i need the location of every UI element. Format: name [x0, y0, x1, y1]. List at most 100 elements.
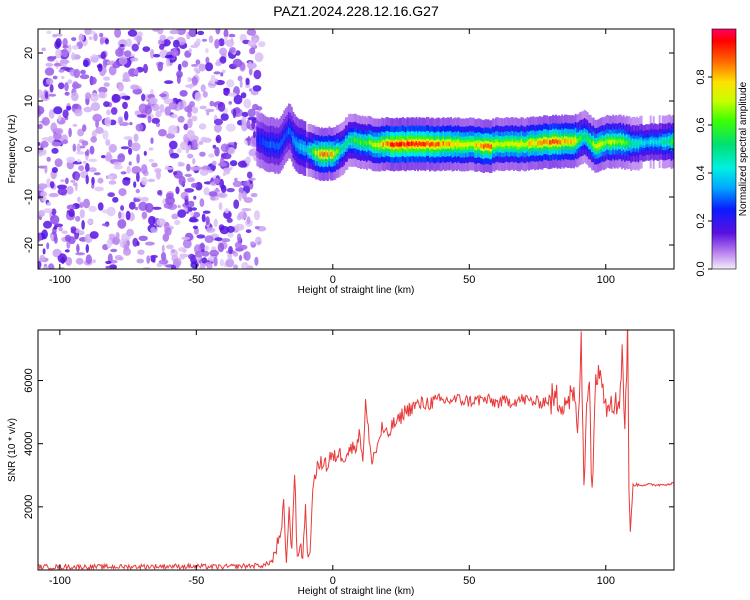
- noise-blob: [83, 59, 89, 68]
- ridge-cell: [262, 138, 265, 145]
- ridge-cell: [406, 141, 409, 146]
- snr-axes: -100 -50 0 50 100 2000 4000 6000: [23, 330, 674, 587]
- noise-blob: [50, 214, 60, 225]
- ridge-cell: [520, 141, 523, 146]
- ridge-cell: [386, 141, 389, 146]
- colorbar-tick-label: 0.8: [695, 69, 707, 84]
- noise-blob: [211, 160, 217, 166]
- noise-blob: [99, 37, 104, 45]
- noise-blob: [38, 105, 45, 115]
- y-tick-label: 2000: [23, 495, 35, 519]
- noise-blob: [148, 147, 154, 151]
- noise-blob: [218, 202, 223, 211]
- noise-blob: [94, 186, 104, 192]
- ridge-cell: [377, 142, 380, 148]
- noise-blob: [98, 86, 108, 94]
- noise-blob: [192, 211, 201, 218]
- noise-blob: [213, 118, 224, 126]
- noise-blob: [246, 216, 251, 225]
- noise-blob: [95, 126, 104, 135]
- noise-blob: [75, 257, 84, 265]
- noise-blob: [71, 52, 76, 61]
- ridge-cell: [504, 142, 506, 147]
- ridge-cell: [403, 142, 406, 147]
- noise-blob: [59, 137, 64, 142]
- x-tick-label: -50: [188, 274, 204, 286]
- ridge-cell: [600, 142, 603, 147]
- noise-blob: [48, 192, 59, 198]
- ridge-cell: [370, 141, 373, 146]
- noise-blob: [68, 127, 72, 138]
- noise-blob: [130, 57, 139, 62]
- noise-blob: [237, 211, 248, 220]
- noise-blob: [184, 199, 189, 206]
- noise-blob: [81, 140, 89, 146]
- noise-blob: [170, 249, 176, 253]
- noise-blob: [187, 200, 195, 208]
- ridge-cell: [487, 143, 490, 148]
- x-tick-label: 50: [463, 575, 475, 587]
- ridge-cell: [432, 141, 434, 147]
- ridge-cell: [595, 144, 598, 149]
- noise-blob: [72, 123, 78, 127]
- noise-blob: [187, 177, 195, 183]
- colorbar-tick-label: 0.4: [695, 165, 707, 180]
- noise-blob: [213, 178, 220, 185]
- noise-blob: [188, 29, 197, 38]
- ridge-cell: [498, 142, 500, 147]
- ridge-cell: [256, 135, 259, 142]
- noise-blob: [54, 236, 58, 244]
- ridge-cell: [337, 149, 340, 154]
- ridge-cell: [313, 149, 316, 154]
- noise-blob: [192, 158, 196, 165]
- ridge-cell: [391, 142, 394, 147]
- noise-blob: [61, 75, 65, 80]
- noise-blob: [199, 264, 206, 269]
- noise-blob: [172, 258, 182, 267]
- ridge-cell: [606, 139, 609, 144]
- ridge-cell: [346, 141, 349, 146]
- noise-blob: [38, 210, 46, 217]
- ridge-cell: [459, 142, 461, 147]
- ridge-cell: [537, 141, 540, 146]
- noise-blob: [99, 32, 104, 38]
- ridge-cell: [429, 142, 431, 148]
- noise-blob: [177, 63, 182, 72]
- noise-blob: [135, 188, 140, 194]
- ridge-cell: [543, 139, 546, 144]
- noise-blob: [38, 142, 41, 146]
- ridge-cell: [480, 143, 482, 148]
- ridge-cell: [349, 137, 352, 143]
- noise-blob: [75, 215, 81, 222]
- noise-blob: [83, 106, 93, 113]
- y-tick-label: 6000: [23, 368, 35, 392]
- noise-blob: [159, 104, 165, 113]
- noise-blob: [164, 80, 174, 84]
- noise-blob: [141, 93, 146, 102]
- noise-blob: [155, 170, 161, 180]
- x-tick-label: -100: [49, 575, 71, 587]
- noise-blob: [150, 49, 155, 59]
- noise-blob: [207, 169, 213, 174]
- noise-blob: [133, 198, 141, 203]
- ridge-cell: [450, 141, 452, 146]
- ridge-cell: [553, 139, 556, 145]
- noise-blob: [183, 123, 189, 131]
- ridge-cell: [639, 140, 642, 145]
- ridge-cell: [582, 135, 585, 140]
- noise-blob: [64, 82, 69, 92]
- noise-blob: [66, 105, 72, 111]
- ridge-cell: [490, 144, 493, 149]
- noise-blob: [197, 30, 205, 36]
- noise-blob: [184, 188, 195, 193]
- noise-blob: [81, 220, 85, 230]
- noise-blob: [126, 228, 134, 237]
- noise-blob: [85, 174, 89, 185]
- noise-blob: [77, 196, 81, 203]
- ridge-cell: [651, 138, 654, 144]
- x-tick-label: 100: [597, 274, 615, 286]
- ridge-cell: [558, 139, 561, 144]
- ridge-cell: [392, 142, 395, 148]
- noise-blob: [123, 177, 131, 181]
- ridge-cell: [549, 140, 552, 145]
